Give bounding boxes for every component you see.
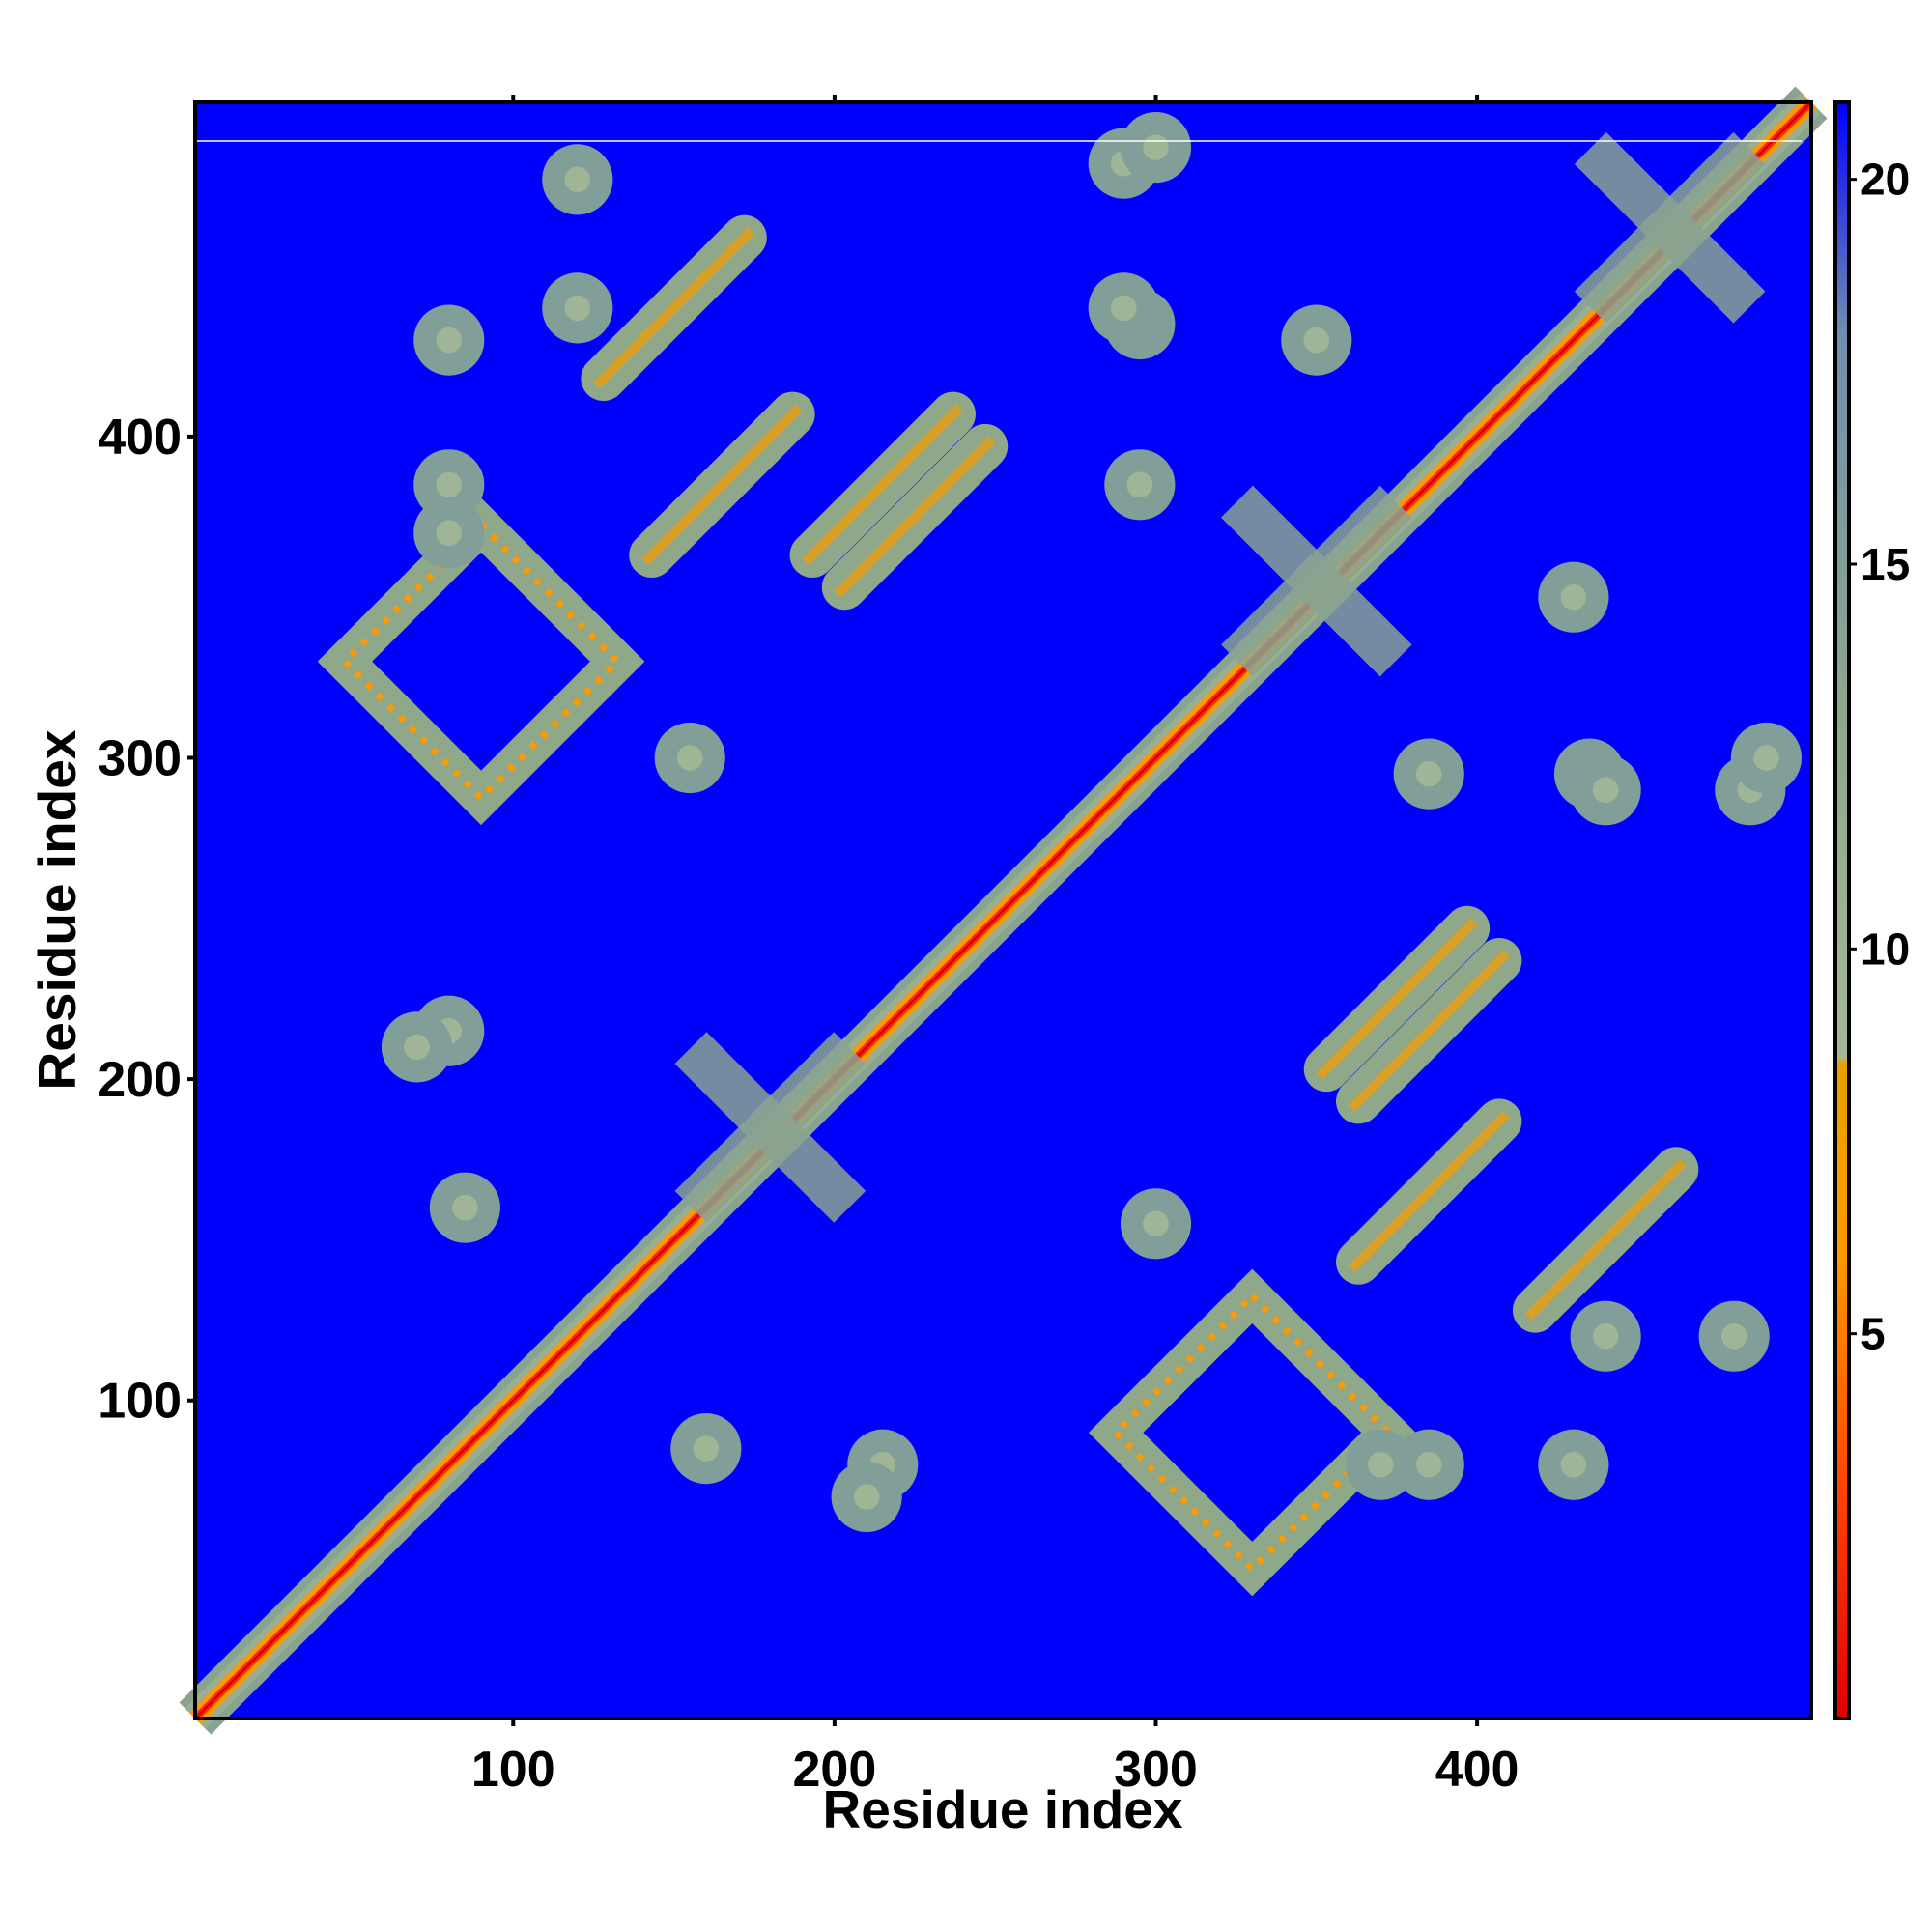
contact-blob [1538,1429,1609,1500]
contact-blob [542,144,613,215]
contact-arc [1336,1098,1522,1285]
contact-blob [1538,561,1609,633]
contact-blob [413,449,485,521]
contact-cross [674,1032,867,1223]
contact-arc [629,391,815,578]
colorbar: 5 10 15 20 [1833,100,1910,1720]
contact-blob [670,1413,742,1485]
x-tick-label: 300 [1114,1742,1198,1798]
contact-blob [1570,754,1641,826]
x-tick-label: 200 [792,1742,876,1798]
x-tick-label: 100 [471,1742,555,1798]
contact-blob [1570,1300,1641,1372]
y-tick-label: 300 [98,731,182,787]
contact-blob [429,1172,500,1243]
contact-arc [1303,905,1491,1093]
colorbar-tick-label: 10 [1861,923,1910,974]
contact-ring [317,497,645,826]
contact-blob [1393,738,1464,810]
y-tick-label: 100 [98,1374,182,1430]
contact-blob [1088,272,1159,344]
plot-frame [193,100,1813,1720]
contact-arc [1512,1147,1699,1333]
contact-blob [1120,111,1192,184]
y-tick-label: 400 [98,410,182,466]
contact-blob [1104,449,1176,521]
colorbar-tick-label: 20 [1861,155,1910,205]
contact-cross [1574,131,1766,324]
contact-blob [1393,1429,1464,1500]
contact-blob [1281,304,1352,376]
contact-blob [1120,1188,1192,1260]
x-tick-label: 400 [1435,1742,1520,1798]
contact-cross [1221,485,1412,677]
contact-arc [821,423,1009,611]
contact-diagonal [179,86,1828,1735]
contact-blob [831,1461,902,1533]
contact-arc [789,391,976,578]
contact-blob [1730,722,1803,794]
colorbar-tick-label: 5 [1861,1309,1886,1359]
heatmap-area [179,86,1828,1735]
contact-blob [1698,1300,1770,1372]
contact-arc [1336,938,1522,1124]
colorbar-tick-label: 15 [1861,539,1910,589]
axes: 100 200 300 400 100 200 300 400 [98,95,1519,1798]
contact-arc [581,214,767,402]
x-axis-title: Residue index [823,1779,1183,1839]
contact-blob [381,1011,453,1083]
contact-blob [542,272,613,344]
y-axis-title: Residue index [27,729,87,1090]
contact-blob [654,722,725,794]
contact-ring [1088,1268,1416,1597]
colorbar-gradient [1833,100,1851,1720]
y-tick-label: 200 [98,1052,182,1108]
contact-blob [413,304,485,376]
